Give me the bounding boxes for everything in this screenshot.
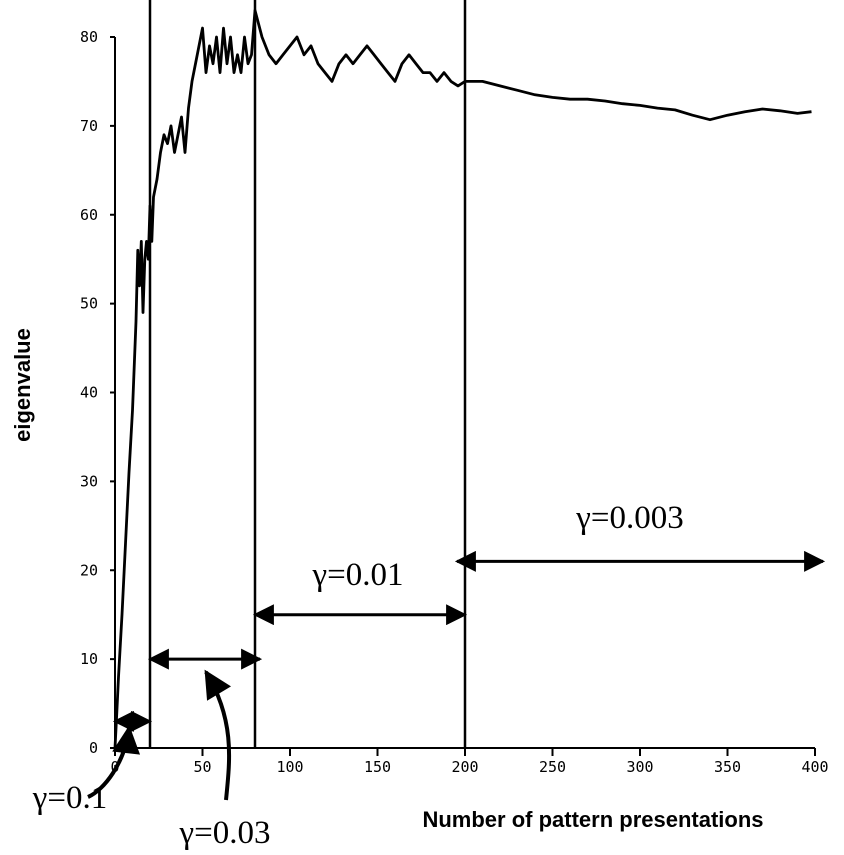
x-axis-label: Number of pattern presentations <box>422 807 763 832</box>
y-tick-label: 10 <box>80 650 98 668</box>
x-tick-label: 400 <box>801 758 828 776</box>
series-group <box>113 8 812 749</box>
x-tick-label: 100 <box>276 758 303 776</box>
y-tick-label: 60 <box>80 206 98 224</box>
y-tick-label: 0 <box>89 739 98 757</box>
y-tick-label: 20 <box>80 561 98 579</box>
phase-boundaries <box>148 0 467 748</box>
gamma-label: γ=0.01 <box>312 557 404 593</box>
y-tick-label: 40 <box>80 384 98 402</box>
x-tick-label: 350 <box>714 758 741 776</box>
gamma-label: γ=0.1 <box>32 780 107 816</box>
eigenvalue-series-line <box>113 8 812 749</box>
annotations: γ=0.1 γ=0.03 γ=0.01 γ=0.003 <box>32 500 826 851</box>
y-tick-label: 30 <box>80 472 98 490</box>
x-tick-label: 300 <box>626 758 653 776</box>
y-tick-label: 80 <box>80 28 98 46</box>
x-tick-label: 250 <box>539 758 566 776</box>
x-tick-label: 200 <box>451 758 478 776</box>
x-tick-label: 150 <box>364 758 391 776</box>
y-tick-label: 70 <box>80 117 98 135</box>
axes: 0 50 100 150 200 250 300 350 4000102030405060708… <box>80 28 829 776</box>
callout-arrow <box>87 725 141 799</box>
y-axis-label: eigenvalue <box>10 328 35 442</box>
callout-arrow <box>204 669 232 801</box>
x-tick-label: 50 <box>193 758 211 776</box>
gamma-label: γ=0.03 <box>179 815 271 851</box>
y-tick-label: 50 <box>80 295 98 313</box>
gamma-label: γ=0.003 <box>575 500 683 536</box>
